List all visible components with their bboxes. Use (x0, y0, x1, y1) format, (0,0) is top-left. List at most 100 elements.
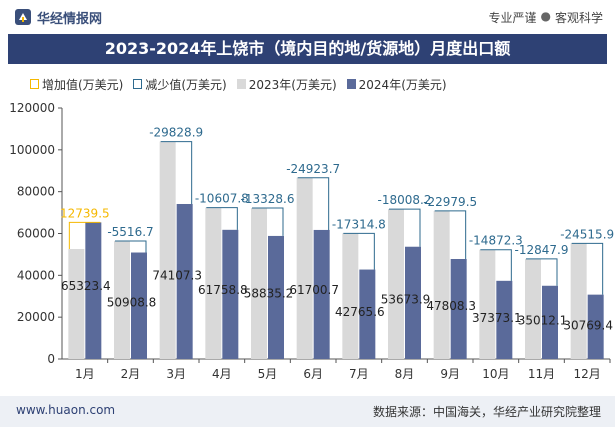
value-label-2024: 65323.4 (61, 279, 111, 293)
legend-item-increase: 增加值(万美元) (30, 74, 123, 94)
legend-swatch-2024 (346, 79, 356, 89)
bar-2024 (587, 294, 604, 359)
y-tick-label: 120000 (9, 101, 55, 115)
y-tick-label: 100000 (9, 143, 55, 157)
change-label: 12739.5 (60, 206, 110, 220)
x-tick-label: 7月 (349, 367, 369, 381)
decrease-bracket (252, 207, 284, 236)
y-tick-label: 0 (47, 352, 55, 366)
value-label-2024: 37373.1 (472, 311, 522, 325)
bar-2023 (114, 240, 130, 359)
x-tick-label: 10月 (482, 367, 509, 381)
change-label: -24515.9 (560, 227, 614, 241)
x-tick-label: 4月 (212, 367, 232, 381)
y-tick-label: 60000 (17, 227, 55, 241)
bar-2024 (405, 246, 421, 359)
x-tick-label: 6月 (303, 367, 323, 381)
value-label-2024: 35012.1 (518, 314, 568, 328)
legend-swatch-2023 (236, 79, 246, 89)
y-tick-label: 40000 (17, 268, 55, 282)
x-tick-label: 12月 (574, 367, 601, 381)
decrease-bracket (571, 242, 604, 295)
bar-2023 (68, 249, 85, 359)
change-label: -10607.8 (195, 192, 249, 206)
value-label-2024: 61758.8 (198, 283, 248, 297)
decrease-bracket (526, 258, 558, 286)
change-label: -13328.6 (241, 192, 295, 206)
legend-label-2024: 2024年(万美元) (358, 77, 447, 92)
brand[interactable]: 华经情报网 (14, 8, 103, 27)
decrease-bracket (206, 207, 238, 230)
value-label-2024: 47808.3 (426, 299, 476, 313)
bar-2024 (313, 229, 330, 359)
value-label-2024: 42765.6 (335, 305, 385, 319)
legend-label-increase: 增加值(万美元) (42, 77, 124, 92)
bar-chart: 0 20000 40000 60000 80000 100000 120000 12739.5… (9, 101, 614, 381)
value-label-2024: 61700.7 (289, 283, 339, 297)
legend-label-decrease: 减少值(万美元) (145, 77, 227, 92)
decrease-bracket (434, 210, 467, 260)
bar-2024 (359, 269, 376, 359)
decrease-bracket (343, 232, 375, 270)
legend-item-2024: 2024年(万美元) (346, 74, 447, 94)
bar-2024 (496, 280, 513, 359)
tagline-dot: ● (540, 9, 551, 23)
decrease-bracket (115, 240, 147, 253)
footer-url[interactable]: www.huaon.com (16, 403, 116, 417)
footer-source: 数据来源：中国海关，华经产业研究院整理 (372, 405, 601, 419)
top-bar: 华经情报网 专业严谨 ● 客观科学 (0, 0, 615, 34)
value-label-2024: 30769.4 (563, 319, 613, 333)
x-tick-label: 5月 (258, 367, 278, 381)
bar-2023 (479, 249, 496, 359)
x-tick-label: 2月 (121, 367, 141, 381)
bar-2024 (268, 235, 284, 359)
legend-item-2023: 2023年(万美元) (236, 74, 337, 94)
change-label: -12847.9 (515, 243, 569, 257)
decrease-bracket (297, 177, 330, 230)
increase-bracket (68, 221, 101, 250)
tagline-left: 专业严谨 (488, 11, 537, 25)
bar-2024 (542, 285, 558, 359)
bar-2023 (205, 207, 222, 359)
legend-label-2023: 2023年(万美元) (248, 77, 337, 92)
change-label: -22979.5 (423, 195, 477, 209)
bar-2023 (296, 177, 313, 359)
change-label: -5516.7 (107, 225, 153, 239)
bar-2023 (388, 209, 404, 359)
value-label-2024: 74107.3 (152, 269, 202, 283)
decrease-bracket (480, 249, 512, 281)
bar-2023 (251, 208, 267, 359)
x-tick-label: 3月 (166, 367, 186, 381)
bar-2023 (159, 141, 176, 359)
change-label: -18008.2 (378, 193, 432, 207)
x-tick-label: 8月 (395, 367, 415, 381)
bar-2024 (85, 222, 102, 359)
bar-2024 (131, 252, 147, 359)
x-tick-label: 11月 (528, 367, 555, 381)
title-bar: 2023-2024年上饶市（境内目的地/货源地）月度出口额 (8, 34, 607, 64)
tagline: 专业严谨 ● 客观科学 (488, 9, 603, 26)
value-label-2024: 50908.8 (107, 295, 157, 309)
value-label-2024: 58835.2 (244, 286, 294, 300)
legend-swatch-increase (30, 79, 39, 89)
x-tick-label: 9月 (440, 367, 460, 381)
x-tick-label: 1月 (75, 367, 95, 381)
decrease-bracket (389, 208, 421, 247)
decrease-bracket (160, 141, 193, 204)
chart-legend: 增加值(万美元) 减少值(万美元) 2023年(万美元) 2024年(万美元) (30, 74, 610, 94)
y-tick-label: 80000 (17, 185, 55, 199)
legend-item-decrease: 减少值(万美元) (133, 74, 227, 94)
bar-2024 (222, 229, 239, 359)
footer: www.huaon.com 数据来源：中国海关，华经产业研究院整理 (0, 396, 615, 427)
y-tick-label: 20000 (17, 310, 55, 324)
bar-2023 (433, 210, 450, 359)
bar-2024 (450, 259, 467, 359)
bar-2023 (570, 243, 587, 359)
value-label-2024: 53673.9 (381, 292, 431, 306)
bar-2023 (342, 233, 359, 359)
brand-name: 华经情报网 (37, 11, 103, 27)
tagline-right: 客观科学 (554, 11, 603, 25)
change-label: -29828.9 (149, 126, 203, 140)
chart-title: 2023-2024年上饶市（境内目的地/货源地）月度出口额 (104, 39, 511, 58)
change-label: -24923.7 (286, 162, 340, 176)
